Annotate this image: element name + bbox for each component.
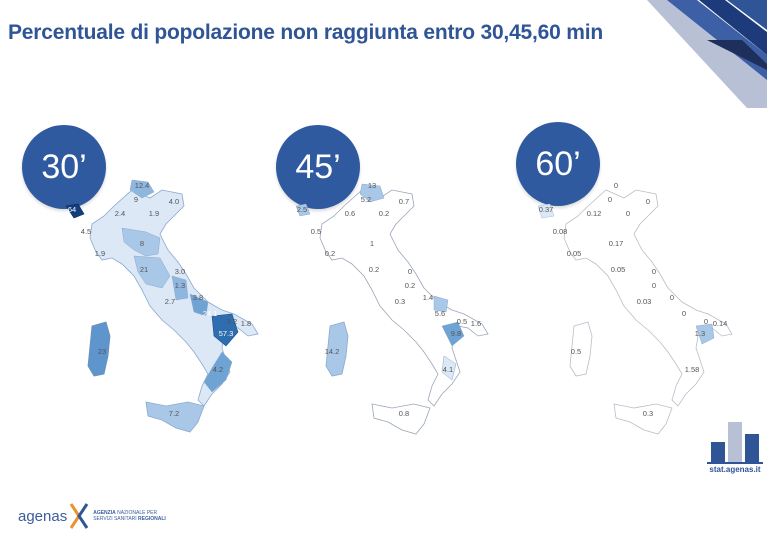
region-value-cam: 0.5 [457,317,467,326]
region-value-cam: 3.2 [227,317,237,326]
region-value-mol: 5.6 [435,309,445,318]
labels-30: 64 9 12.4 2.4 1.9 4.0 4.5 1.9 8 21 3.0 1.32.7 3.824.… [68,181,251,418]
region-value-cal: 1.58 [685,365,700,374]
region-value-fvg: 4.0 [169,197,179,206]
agenas-logo: agenas AGENZIA NAZIONALE PER SERVIZI SAN… [18,500,173,532]
region-value-umb: 3.0 [175,267,185,276]
badge-30: 30’ [22,125,106,209]
stat-agenas-label: stat.agenas.it [707,462,763,474]
region-value-laz: 0.3 [395,297,405,306]
region-value-sic: 7.2 [169,409,179,418]
region-value-sic: 0.8 [399,409,409,418]
region-value-abr: 0 [670,293,674,302]
region-value-bas: 1.3 [695,329,705,338]
region-value-bz: 13 [368,181,376,190]
region-value-emr: 1 [370,239,374,248]
region-value-abr: 3.8 [193,293,203,302]
region-value-emr: 8 [140,239,144,248]
badge-45: 45’ [276,125,360,209]
region-value-abr: 1.4 [423,293,433,302]
region-value-vda: 0.37 [539,205,554,214]
region-value-ven: 0 [626,209,630,218]
region-value-lig: 0.2 [325,249,335,258]
region-value-pie: 4.5 [81,227,91,236]
region-value-lomb: 2.4 [115,209,125,218]
region-value-sar: 0.5 [571,347,581,356]
region-value-mar: 1.3 [175,281,185,290]
region-value-bz: 0 [614,181,618,190]
region-value-tn: 9 [134,195,138,204]
region-value-laz: 0.03 [637,297,652,306]
corner-decoration [647,0,767,108]
region-value-umb: 0 [652,267,656,276]
region-value-pug: 0.14 [713,319,728,328]
map-30 [65,179,259,433]
region-value-mar: 0.2 [405,281,415,290]
region-value-tn: 5.2 [361,195,371,204]
region-value-cal: 4.2 [213,365,223,374]
stat-agenas-logo [711,422,759,462]
region-value-pug: 1.6 [471,319,481,328]
region-value-sar: 23 [98,347,106,356]
region-value-bas: 9.8 [451,329,461,338]
region-value-mol: 24.1 [203,309,218,318]
map-45 [295,183,489,435]
region-value-lig: 0.05 [567,249,582,258]
agenas-mark-icon [69,503,89,529]
region-value-cam: 0 [704,317,708,326]
region-value-tos: 21 [140,265,148,274]
region-value-lig: 1.9 [95,249,105,258]
region-value-umb: 0 [408,267,412,276]
region-value-lomb: 0.6 [345,209,355,218]
region-value-vda: 2.5 [297,205,307,214]
badge-60: 60’ [516,122,600,206]
region-value-cal: 4.1 [443,365,453,374]
region-value-bz: 12.4 [135,181,150,190]
map-60 [537,189,733,435]
region-value-vda: 64 [68,205,76,214]
page-title: Percentuale di popolazione non raggiunta… [8,21,603,44]
region-value-lomb: 0.12 [587,209,602,218]
region-value-sar: 14.2 [325,347,340,356]
region-value-fvg: 0 [646,197,650,206]
region-value-bas: 57.3 [219,329,234,338]
region-value-emr: 0.17 [609,239,624,248]
region-value-tos: 0.2 [369,265,379,274]
agenas-subtitle: AGENZIA NAZIONALE PER SERVIZI SANITARI R… [93,510,166,522]
region-value-sic: 0.3 [643,409,653,418]
region-value-fvg: 0.7 [399,197,409,206]
region-value-ven: 1.9 [149,209,159,218]
region-value-pie: 0.08 [553,227,568,236]
region-value-ven: 0.2 [379,209,389,218]
region-value-tos: 0.05 [611,265,626,274]
region-value-mol: 0 [682,309,686,318]
region-value-mar: 0 [652,281,656,290]
region-value-tn: 0 [608,195,612,204]
agenas-wordmark: agenas [18,507,68,525]
region-value-laz: 2.7 [165,297,175,306]
region-value-pie: 0.5 [311,227,321,236]
region-value-pug: 1.8 [241,319,251,328]
